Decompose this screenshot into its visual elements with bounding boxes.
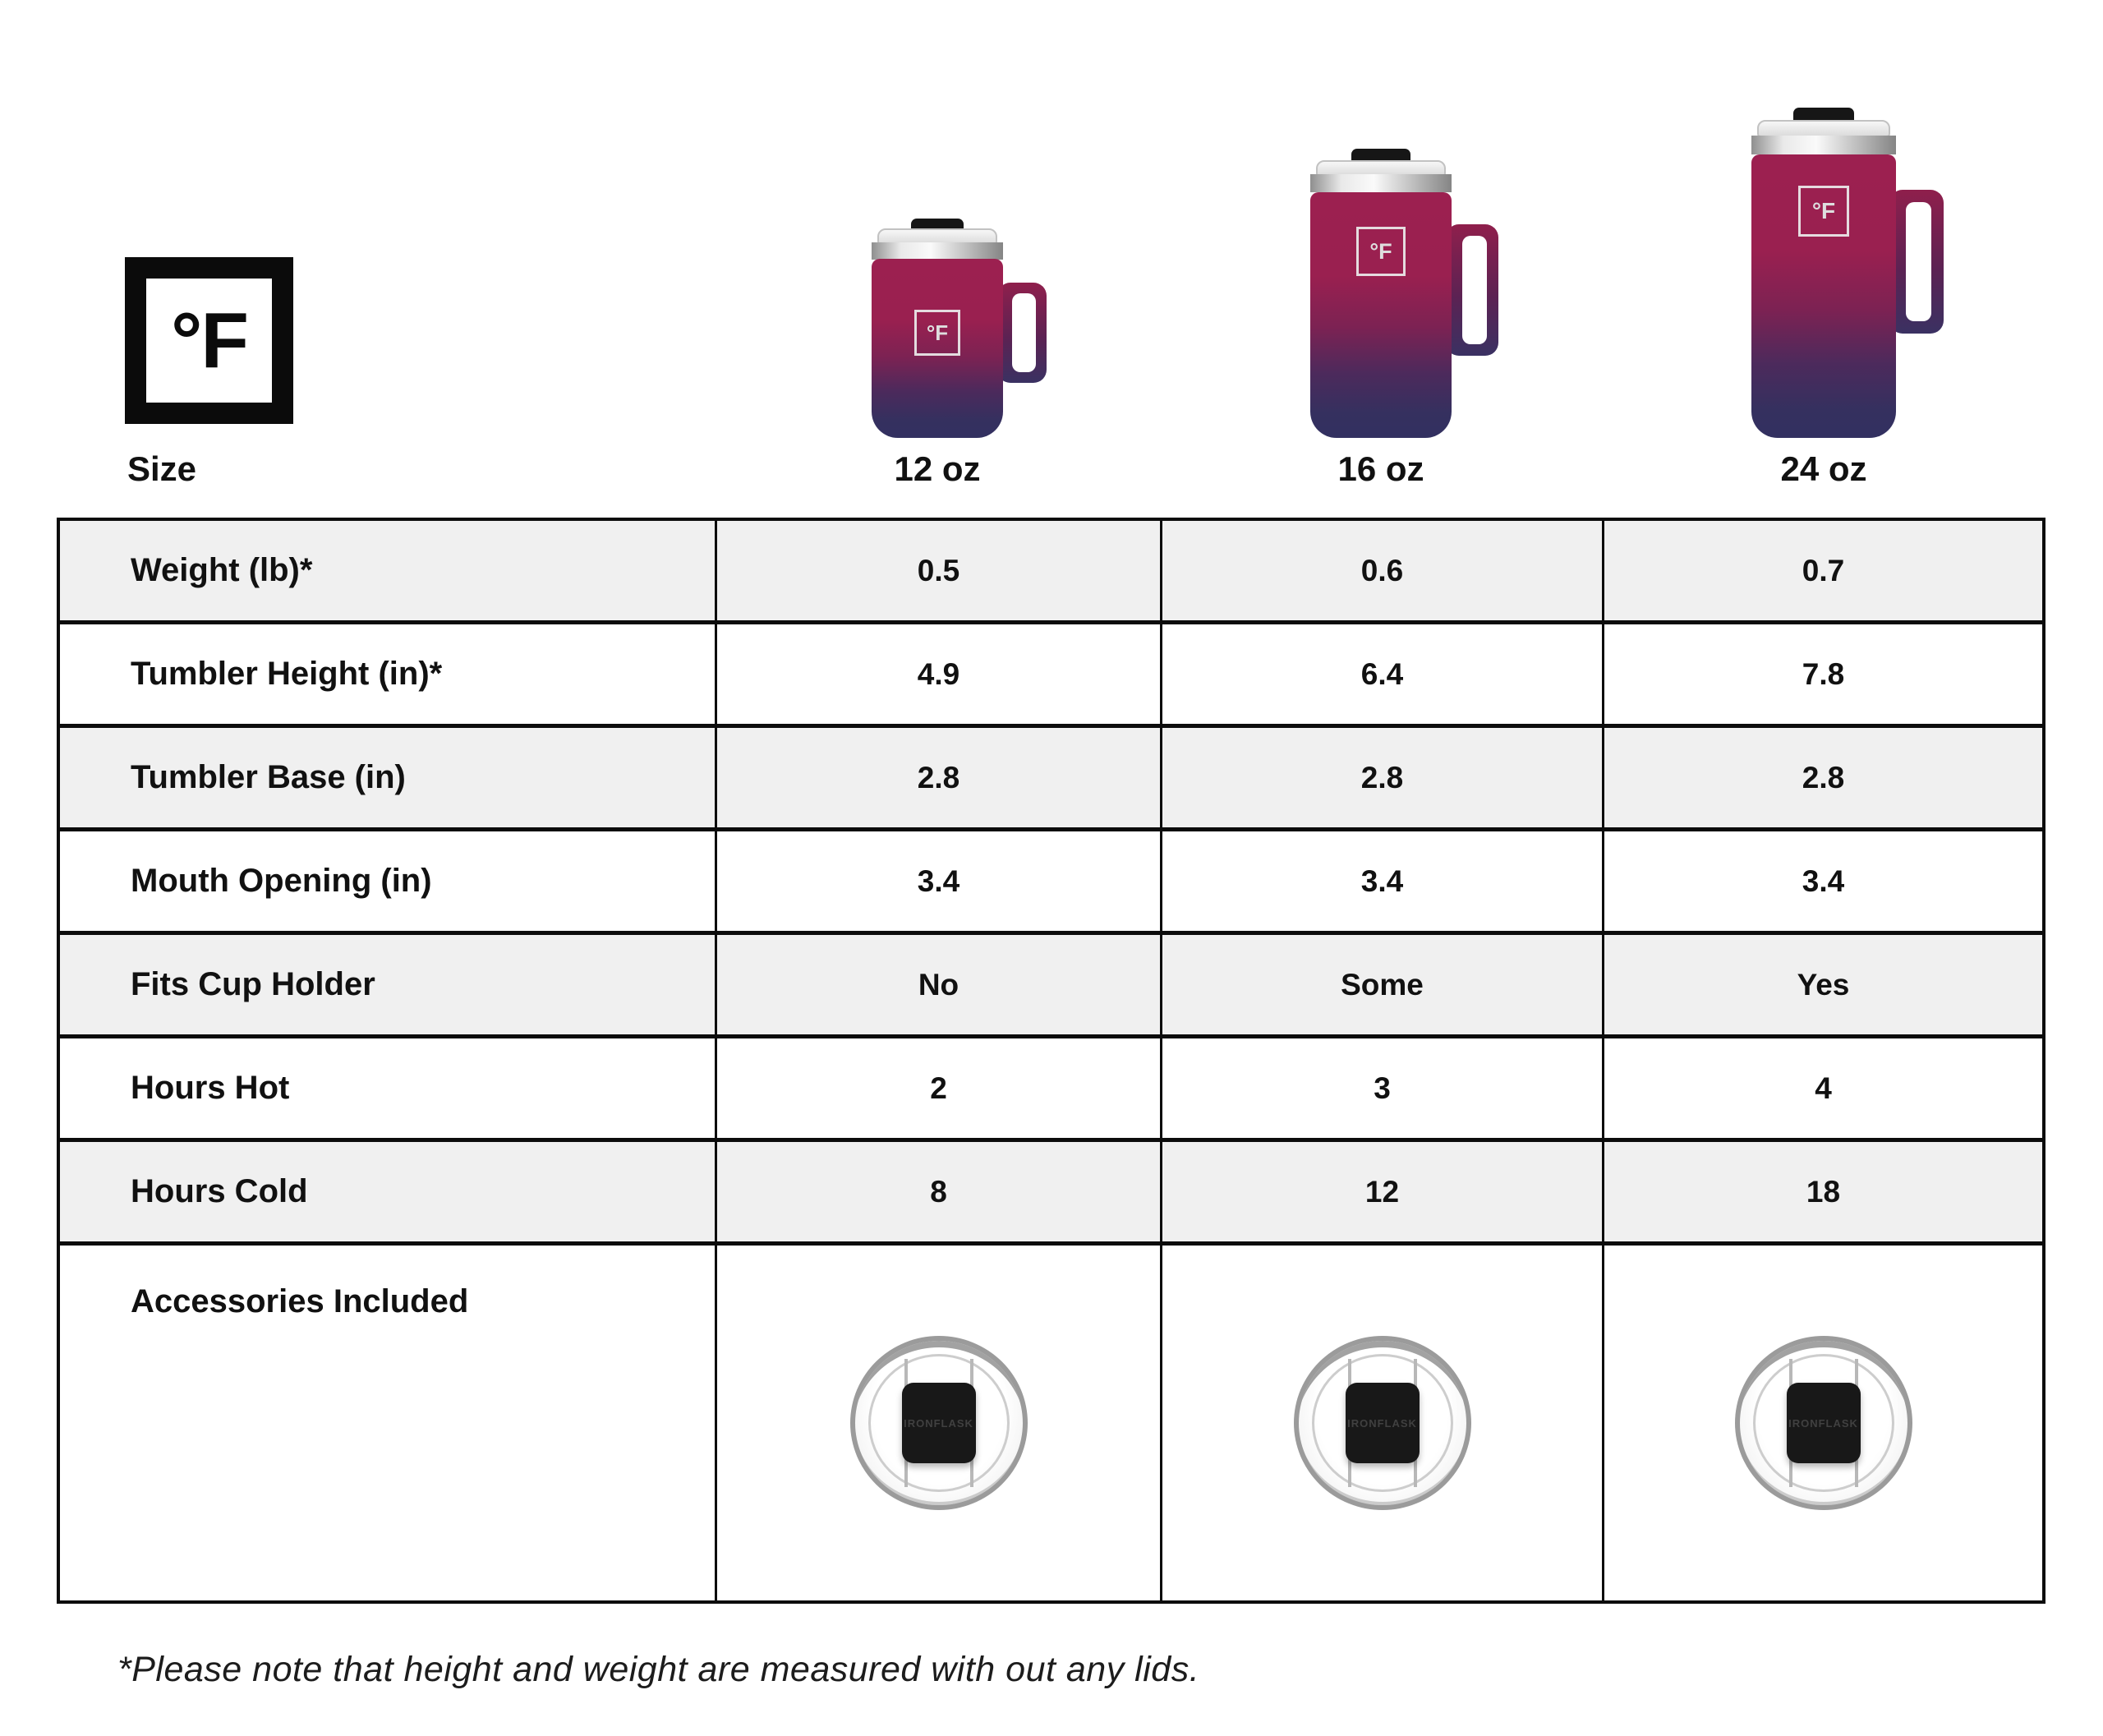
cell-value: Yes [1602,935,2042,1034]
cell-value: 0.6 [1160,521,1602,620]
mug-handle-hole [1906,202,1931,321]
table-row-accessories: Accessories Included IRONFLASK IRONFLASK [60,1241,2042,1600]
mug-logo-text: °F [926,320,949,345]
cell-value: 18 [1602,1142,2042,1241]
cell-value: 4 [1602,1038,2042,1138]
cell-value: 3 [1160,1038,1602,1138]
cell-value: Some [1160,935,1602,1034]
lid-inner-ring [867,1354,1010,1492]
mug-handle [1889,190,1944,334]
table-row-cupholder: Fits Cup Holder No Some Yes [60,931,2042,1034]
mug-logo-badge: °F [1356,227,1406,276]
cell-value: 4.9 [715,624,1160,724]
tumbler-lid-image: IRONFLASK [849,1336,1028,1510]
row-label: Hours Cold [131,1173,308,1209]
cell-value: 6.4 [1160,624,1602,724]
mug-body: °F [1751,154,1896,438]
cell-accessory: IRONFLASK [715,1246,1160,1600]
mug-body: °F [872,259,1003,438]
cell-value: 2.8 [715,728,1160,827]
row-label: Accessories Included [131,1283,469,1319]
mug-handle [997,283,1047,383]
mug-handle-hole [1012,293,1036,372]
tumbler-lid-image: IRONFLASK [1734,1336,1912,1510]
mug-12oz-image: °F [867,219,1047,438]
cell-value: 0.7 [1602,521,2042,620]
lid-slider: IRONFLASK [1345,1383,1420,1463]
mug-logo-badge: °F [914,310,960,356]
mug-logo-badge: °F [1798,186,1849,237]
row-label: Tumbler Height (in)* [131,656,443,692]
lid-slider-text: IRONFLASK [1347,1416,1417,1430]
cell-value: 0.5 [715,521,1160,620]
mug-16oz-image: °F [1310,149,1499,438]
table-row-mouth: Mouth Opening (in) 3.4 3.4 3.4 [60,827,2042,931]
mug-clear-lid [1757,120,1890,137]
lid-slider-text: IRONFLASK [1788,1416,1858,1430]
lid-inner-ring [1752,1354,1894,1492]
cell-value: 2 [715,1038,1160,1138]
table-row-weight: Weight (lb)* 0.5 0.6 0.7 [60,521,2042,620]
cell-value: 7.8 [1602,624,2042,724]
table-row-base: Tumbler Base (in) 2.8 2.8 2.8 [60,724,2042,827]
table-row-hours-hot: Hours Hot 2 3 4 [60,1034,2042,1138]
cell-value: 3.4 [1602,831,2042,931]
row-label: Hours Hot [131,1070,290,1106]
footnote: *Please note that height and weight are … [117,1650,1200,1689]
cell-accessory: IRONFLASK [1602,1246,2042,1600]
mug-steel-rim [872,242,1003,260]
mug-handle-hole [1462,236,1487,344]
cell-value: 2.8 [1602,728,2042,827]
mug-steel-rim [1310,174,1452,192]
mug-logo-text: °F [1369,238,1392,264]
lid-slider-text: IRONFLASK [904,1416,973,1430]
cell-accessory: IRONFLASK [1160,1246,1602,1600]
lid-slider: IRONFLASK [901,1383,976,1463]
mug-body: °F [1310,192,1452,438]
row-label: Tumbler Base (in) [131,759,406,795]
cell-value: 2.8 [1160,728,1602,827]
cell-value: 12 [1160,1142,1602,1241]
size-header-row: Size 12 oz 16 oz 24 oz [57,444,2045,486]
mug-24oz-image: °F [1751,108,1944,438]
cell-value: 3.4 [715,831,1160,931]
cell-value: 3.4 [1160,831,1602,931]
table-row-height: Tumbler Height (in)* 4.9 6.4 7.8 [60,620,2042,724]
spec-table: Weight (lb)* 0.5 0.6 0.7 Tumbler Height … [57,518,2045,1604]
tumbler-lid-image: IRONFLASK [1293,1336,1471,1510]
size-label: Size [127,449,197,488]
column-header-24oz: 24 oz [1780,449,1867,488]
column-header-12oz: 12 oz [894,449,981,488]
mug-steel-rim [1751,136,1896,154]
lid-inner-ring [1311,1354,1453,1492]
cell-value: No [715,935,1160,1034]
cell-value: 8 [715,1142,1160,1241]
brand-logo: °F [125,257,293,424]
mug-handle [1446,224,1498,356]
row-label: Mouth Opening (in) [131,863,432,899]
lid-slider: IRONFLASK [1786,1383,1861,1463]
mug-logo-text: °F [1811,198,1836,223]
column-header-16oz: 16 oz [1337,449,1424,488]
table-row-hours-cold: Hours Cold 8 12 18 [60,1138,2042,1241]
brand-logo-text: °F [170,296,249,384]
row-label: Fits Cup Holder [131,966,375,1002]
row-label: Weight (lb)* [131,552,313,588]
